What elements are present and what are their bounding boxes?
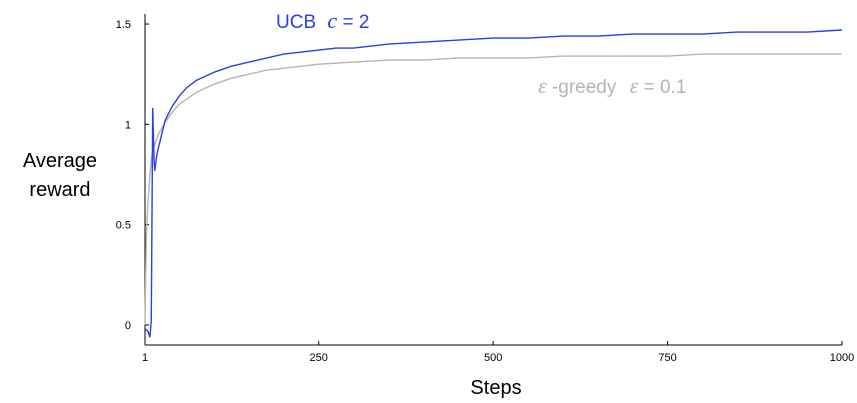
x-tick-label-3: 750: [658, 352, 676, 364]
series-line-1: [144, 53, 842, 325]
series-label-ucb-suffix: = 2: [342, 12, 369, 33]
series-label-egreedy-symbol: ε: [538, 73, 547, 98]
plot-area: 0 0.5 1 1.5 1 250 500 750 1000: [116, 14, 854, 364]
y-tick-label-0: 0: [125, 320, 131, 332]
x-tick-label-2: 500: [484, 352, 502, 364]
series-label-ucb: UCB c = 2: [276, 8, 369, 33]
series-label-egreedy-suffix: -greedy: [552, 77, 617, 98]
series-line-0: [144, 29, 843, 338]
y-tick-label-2: 1: [125, 119, 131, 131]
x-tick-label-4: 1000: [830, 352, 854, 364]
y-tick-label-3: 1.5: [116, 19, 131, 31]
y-axis-label-line1: Average: [23, 150, 97, 172]
series-label-egreedy-suffix2: = 0.1: [644, 77, 687, 98]
series-label-ucb-symbol: c: [327, 8, 337, 33]
series-label-ucb-prefix: UCB: [276, 12, 316, 33]
x-tick-label-1: 250: [310, 352, 328, 364]
series-label-egreedy: ε -greedy ε = 0.1: [538, 73, 686, 98]
y-tick-label-1: 0.5: [116, 220, 131, 232]
x-axis-label: Steps: [470, 377, 521, 399]
x-tick-label-0: 1: [142, 352, 148, 364]
series-label-egreedy-symbol2: ε: [630, 73, 639, 98]
y-axis-label-line2: reward: [29, 179, 90, 201]
